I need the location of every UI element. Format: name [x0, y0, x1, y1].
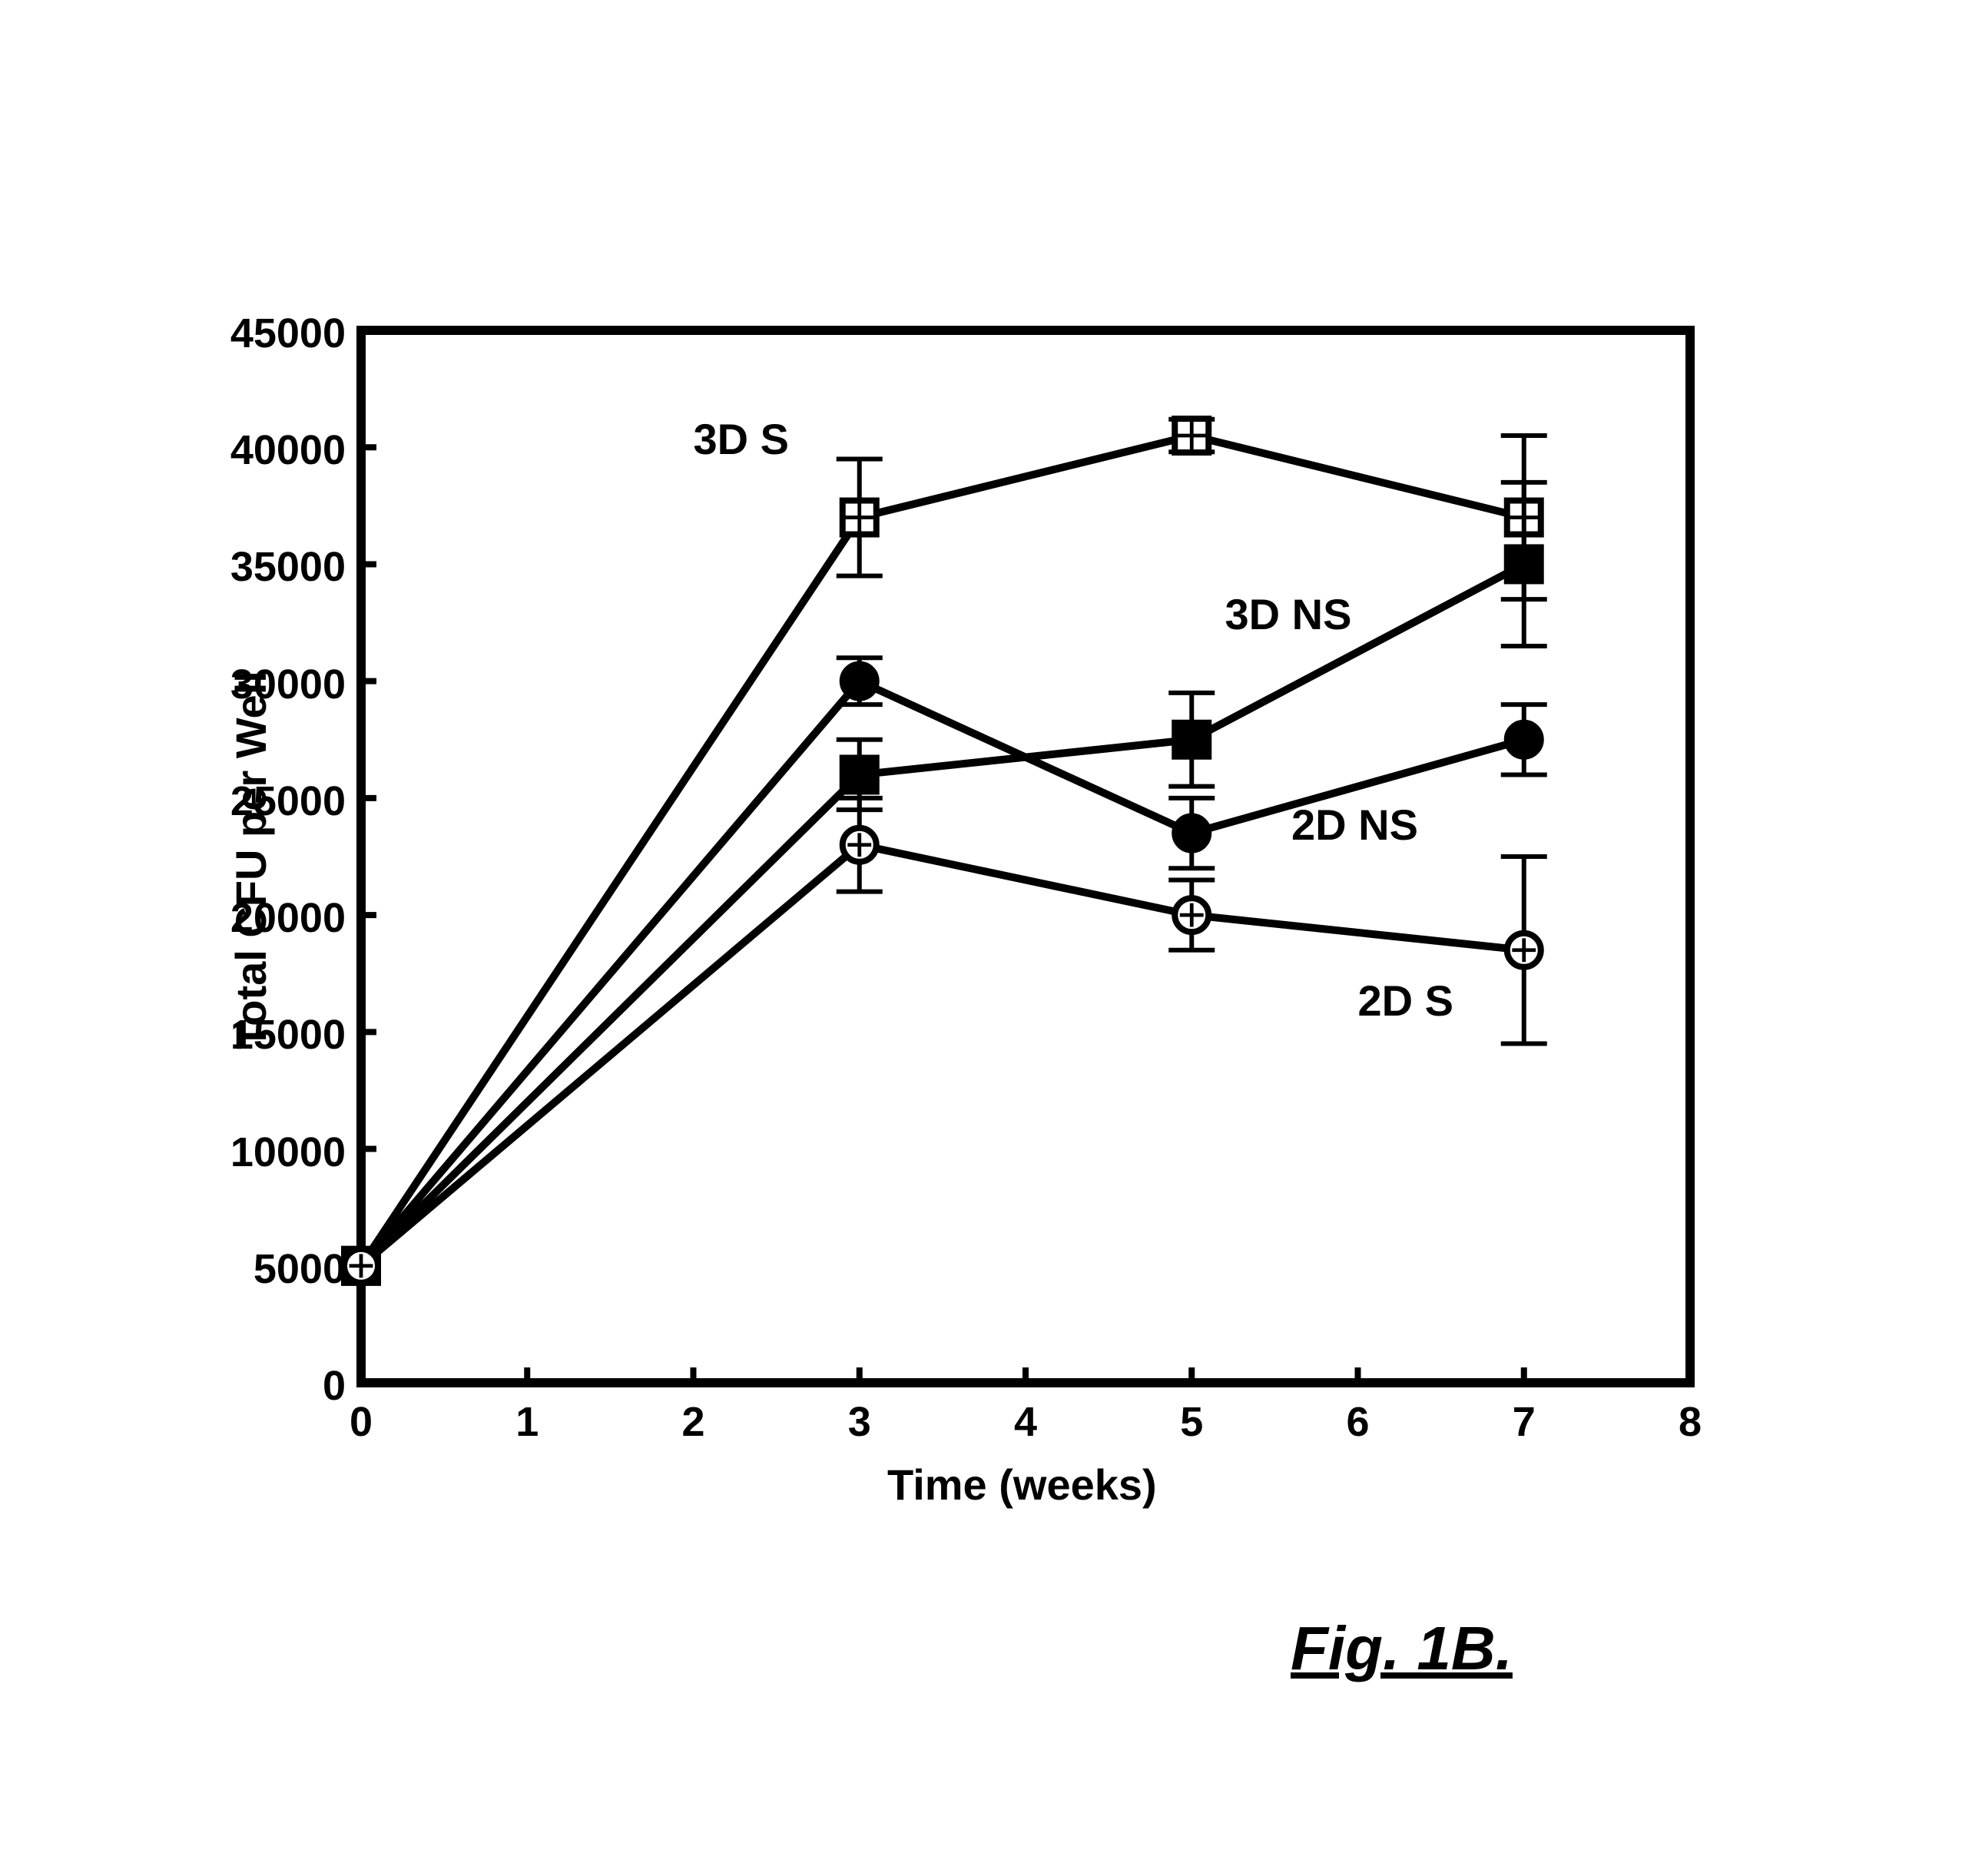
y-tick-label: 45000 — [184, 310, 346, 357]
x-tick-label: 4 — [1003, 1398, 1049, 1446]
x-tick-label: 2 — [671, 1398, 717, 1446]
x-tick-label: 5 — [1168, 1398, 1215, 1446]
x-tick-label: 1 — [504, 1398, 550, 1446]
y-tick-label: 15000 — [184, 1011, 346, 1059]
series-label-3d-s: 3D S — [694, 414, 790, 464]
y-tick-label: 30000 — [184, 661, 346, 708]
series-label-2d-ns: 2D NS — [1291, 800, 1418, 850]
x-tick-label: 8 — [1667, 1398, 1713, 1446]
y-tick-label: 5000 — [184, 1245, 346, 1293]
x-tick-label: 6 — [1335, 1398, 1381, 1446]
series-label-2d-s: 2D S — [1358, 976, 1454, 1026]
figure-container: Total CFU per Well Time (weeks) 01234567… — [0, 0, 1972, 1876]
y-tick-label: 10000 — [184, 1129, 346, 1176]
y-tick-label: 20000 — [184, 894, 346, 942]
x-tick-label: 7 — [1501, 1398, 1547, 1446]
y-tick-label: 40000 — [184, 426, 346, 474]
y-tick-label: 35000 — [184, 543, 346, 591]
y-tick-label: 0 — [184, 1362, 346, 1410]
figure-caption: Fig. 1B. — [1291, 1613, 1513, 1684]
series-label-3d-ns: 3D NS — [1225, 589, 1352, 639]
y-tick-label: 25000 — [184, 777, 346, 825]
x-tick-label: 3 — [837, 1398, 883, 1446]
